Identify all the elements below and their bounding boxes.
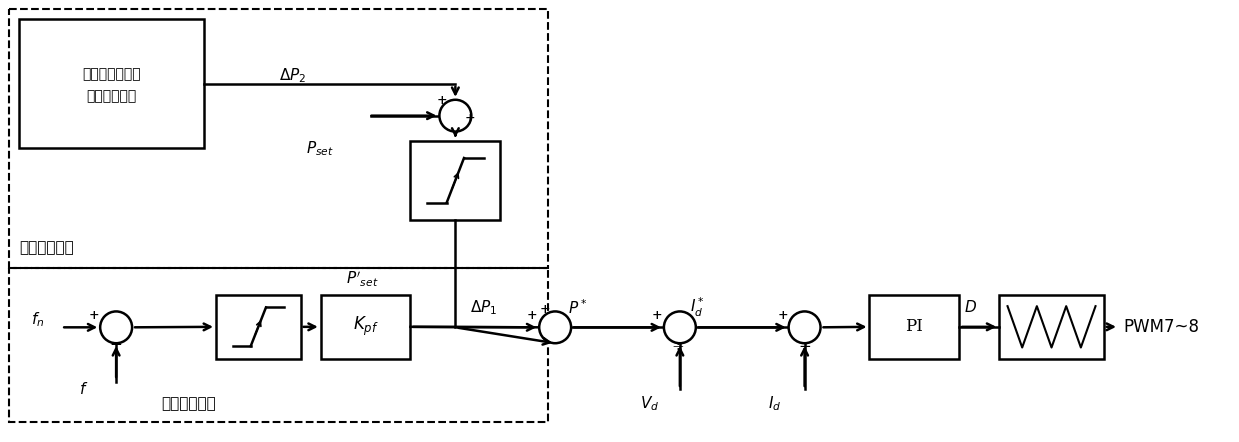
- Bar: [10, 268, 548, 422]
- Text: $P^*$: $P^*$: [569, 298, 587, 317]
- Circle shape: [664, 312, 696, 343]
- Text: 二次调频控制: 二次调频控制: [20, 240, 74, 255]
- Text: $I_d$: $I_d$: [768, 395, 782, 413]
- Text: $I_d^*$: $I_d^*$: [690, 296, 705, 319]
- Text: 一次调频控制: 一次调频控制: [161, 396, 216, 412]
- Bar: [216, 294, 301, 359]
- Text: $\Delta P_2$: $\Delta P_2$: [279, 67, 306, 85]
- Text: $\Delta P_1$: $\Delta P_1$: [471, 298, 498, 317]
- Bar: [321, 294, 410, 359]
- Circle shape: [100, 312, 133, 343]
- Text: 二次调频功率变: 二次调频功率变: [82, 67, 141, 81]
- Bar: [870, 294, 959, 359]
- Bar: [20, 19, 204, 149]
- Text: +: +: [437, 94, 447, 107]
- Text: ÷: ÷: [672, 340, 684, 354]
- Text: $K_{pf}$: $K_{pf}$: [353, 315, 378, 339]
- Text: $D$: $D$: [964, 299, 978, 316]
- Text: +: +: [540, 303, 550, 316]
- Bar: [410, 141, 501, 220]
- Text: $P_{set}$: $P_{set}$: [306, 139, 333, 158]
- Text: +: +: [89, 309, 99, 322]
- Circle shape: [788, 312, 820, 343]
- Text: +: +: [652, 309, 662, 322]
- Text: 化量计算模块: 化量计算模块: [87, 89, 136, 103]
- Text: +: +: [465, 112, 476, 125]
- Text: $f_n$: $f_n$: [31, 310, 45, 329]
- Bar: [999, 294, 1104, 359]
- Text: $V_d$: $V_d$: [641, 395, 659, 413]
- Text: −: −: [110, 338, 123, 352]
- Text: +: +: [527, 309, 538, 322]
- Text: −: −: [798, 340, 812, 354]
- Bar: [10, 9, 548, 268]
- Text: PWM7~8: PWM7~8: [1124, 318, 1199, 336]
- Circle shape: [440, 100, 471, 132]
- Circle shape: [539, 312, 571, 343]
- Text: PI: PI: [906, 318, 923, 335]
- Text: +: +: [777, 309, 788, 322]
- Text: $f$: $f$: [79, 381, 88, 397]
- Text: $P'_{set}$: $P'_{set}$: [346, 270, 378, 289]
